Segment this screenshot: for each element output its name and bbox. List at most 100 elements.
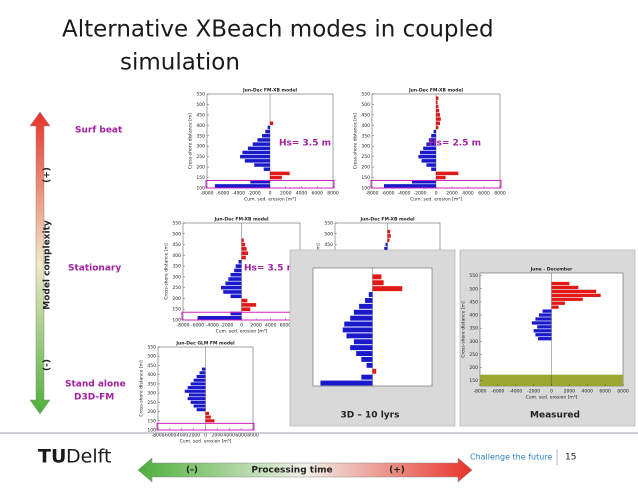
x-tick-label: -6000 — [491, 389, 504, 395]
y-tick-label: 250 — [147, 400, 156, 406]
bar — [431, 167, 436, 171]
y-tick-label: 300 — [172, 274, 181, 280]
complexity-arrow — [29, 111, 51, 415]
logo-delft: Delft — [66, 446, 111, 468]
x-tick-label: 2000 — [280, 191, 292, 197]
bar — [344, 321, 373, 327]
bar — [350, 345, 373, 351]
caption: 3D – 10 lyrs — [341, 411, 400, 421]
row-label: D3D-FM — [74, 393, 114, 403]
annotation: Hs= 3.5 m — [244, 264, 296, 274]
complexity-high: (+) — [43, 167, 53, 183]
bar — [421, 159, 436, 163]
processing-low: (-) — [186, 466, 198, 476]
x-tick-label: 6000 — [478, 191, 490, 197]
bar — [201, 367, 206, 371]
bar — [188, 393, 206, 397]
bar — [385, 242, 388, 247]
bar — [235, 264, 242, 268]
x-tick-label: 0 — [550, 389, 553, 395]
highlight — [370, 179, 502, 189]
y-axis-label: Cross-shore distance [m] — [461, 301, 467, 357]
y-axis-label: Cross-shore distance [m] — [353, 113, 359, 169]
bar — [350, 315, 373, 321]
y-tick-label: 200 — [196, 165, 205, 171]
y-tick-label: 200 — [361, 165, 370, 171]
bar — [221, 285, 242, 290]
bar — [241, 307, 251, 312]
x-tick-label: -2000 — [248, 191, 261, 197]
y-tick-label: 550 — [172, 221, 181, 227]
bar — [531, 321, 552, 325]
bar — [366, 362, 373, 368]
bar — [241, 242, 246, 247]
y-tick-label: 250 — [469, 352, 478, 358]
y-tick-label: 200 — [172, 296, 181, 302]
row-label: Stand alone — [65, 380, 126, 390]
y-tick-label: 100 — [172, 318, 181, 324]
y-tick-label: 550 — [147, 345, 156, 351]
y-tick-label: 250 — [361, 154, 370, 160]
y-tick-label: 150 — [469, 378, 478, 384]
bar — [250, 179, 270, 184]
x-tick-label: 4000 — [462, 191, 474, 197]
bar — [225, 281, 242, 286]
bar — [190, 382, 206, 386]
bar — [238, 259, 242, 264]
tagline: Challenge the future — [470, 453, 552, 462]
y-tick-label: 100 — [196, 186, 205, 192]
bar — [538, 313, 552, 317]
bar — [196, 408, 206, 412]
bar — [190, 400, 206, 404]
bar — [384, 247, 388, 251]
bar — [426, 142, 436, 146]
caption: Measured — [530, 411, 580, 421]
y-tick-label: 100 — [361, 186, 370, 192]
bar — [535, 333, 552, 337]
x-tick-label: 0 — [204, 433, 207, 439]
annotation: Hs= 3.5 m — [279, 139, 331, 149]
bar — [551, 301, 565, 305]
x-tick-label: -4000 — [175, 433, 188, 439]
x-tick-label: -2000 — [187, 433, 200, 439]
chart-title: Jun-Dec FM-XB model — [359, 217, 415, 223]
bar — [372, 280, 384, 286]
y-axis-label: Cross-shore distance [m] — [164, 243, 170, 299]
bar — [436, 175, 446, 180]
y-tick-label: 450 — [469, 299, 478, 305]
bar — [423, 146, 436, 151]
x-tick-label: -8000 — [473, 389, 486, 395]
bar — [436, 117, 441, 121]
bar — [230, 311, 242, 316]
bar — [187, 397, 206, 401]
bar — [356, 351, 373, 357]
y-tick-label: 100 — [147, 428, 156, 434]
complexity-low: (-) — [43, 359, 53, 371]
bar — [223, 290, 242, 294]
y-tick-label: 300 — [361, 144, 370, 150]
bar — [252, 142, 270, 146]
bar — [387, 229, 391, 234]
bar — [193, 404, 206, 408]
x-tick-label: 2000 — [564, 389, 576, 395]
bar — [533, 329, 552, 333]
x-tick-label: 0 — [435, 191, 438, 197]
bar — [359, 303, 373, 309]
y-tick-label: 400 — [172, 253, 181, 259]
y-tick-label: 350 — [469, 326, 478, 332]
bar — [436, 96, 439, 100]
bar — [368, 292, 373, 298]
bar — [193, 378, 206, 382]
y-tick-label: 550 — [324, 221, 333, 227]
x-tick-label: 6000 — [280, 323, 292, 329]
y-tick-label: 450 — [196, 112, 205, 118]
page-number: 15 — [565, 453, 576, 463]
bar — [199, 371, 206, 375]
bar — [320, 380, 373, 386]
bar — [184, 389, 206, 393]
y-tick-label: 250 — [196, 154, 205, 160]
complexity-label: Model complexity — [43, 220, 53, 310]
y-tick-label: 350 — [196, 133, 205, 139]
bar — [241, 303, 257, 307]
